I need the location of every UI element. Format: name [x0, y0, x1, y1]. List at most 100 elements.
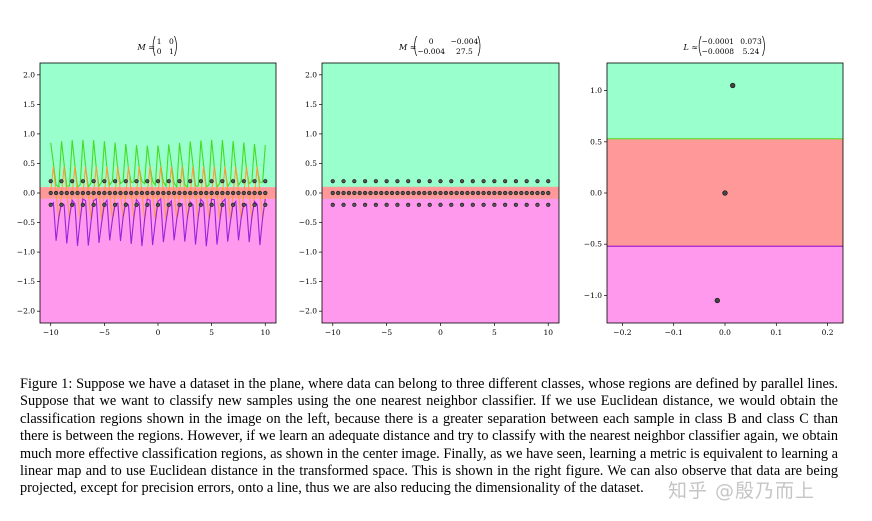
data-point — [459, 190, 465, 196]
data-point — [730, 82, 736, 89]
data-point — [503, 179, 508, 184]
data-point — [508, 190, 513, 196]
panel-title: L ≈−0.0001 0.073 −0.0008 5.24 — [683, 35, 765, 57]
data-point — [188, 179, 193, 184]
data-point — [59, 202, 64, 207]
data-point — [177, 202, 182, 207]
x-tick-label: −0.2 — [613, 328, 631, 337]
data-point — [524, 202, 529, 207]
data-point — [492, 202, 497, 207]
data-point — [102, 202, 107, 207]
matrix-entry: 0 — [429, 37, 434, 46]
data-point — [384, 190, 389, 196]
data-point — [459, 202, 465, 207]
data-point — [438, 190, 443, 196]
data-point — [123, 202, 128, 207]
y-tick-label: 0.5 — [305, 159, 317, 168]
data-point — [139, 190, 145, 196]
data-point — [48, 202, 53, 207]
data-point — [198, 190, 204, 196]
data-point — [384, 179, 389, 184]
data-point — [357, 190, 362, 196]
panel-title: M ≈0 −0.004−0.004 27.5 — [398, 35, 481, 57]
data-point — [241, 179, 246, 184]
data-point — [422, 190, 427, 196]
x-tick-label: 5 — [492, 328, 497, 337]
data-point — [177, 190, 182, 196]
data-point — [438, 179, 443, 184]
data-point — [188, 190, 193, 196]
matrix-entry: −0.0008 — [702, 47, 735, 56]
y-tick-label: −1.0 — [299, 248, 317, 257]
title-prefix: M ≈ — [398, 43, 416, 52]
data-point — [546, 179, 551, 184]
data-point — [449, 202, 454, 207]
x-tick-label: 0 — [438, 328, 443, 337]
matrix-bracket-left — [698, 35, 702, 57]
data-point — [252, 179, 257, 184]
region-class-a — [40, 63, 276, 188]
region-class-a — [607, 63, 843, 139]
matrix-entry: 27.5 — [456, 47, 473, 56]
data-point — [352, 202, 357, 207]
matrix-entry: 0 — [169, 37, 174, 46]
data-point — [486, 190, 492, 196]
data-point — [247, 190, 252, 196]
data-point — [209, 190, 214, 196]
data-point — [134, 179, 139, 184]
matrix-bracket-left — [414, 35, 417, 57]
data-point — [346, 190, 352, 196]
data-point — [481, 179, 486, 184]
data-point — [540, 190, 545, 196]
data-point — [427, 190, 432, 196]
data-point — [252, 190, 257, 196]
data-point — [145, 179, 150, 184]
y-tick-label: 0.5 — [590, 137, 602, 146]
data-point — [107, 190, 112, 196]
y-tick-label: −0.5 — [299, 218, 317, 227]
data-point — [102, 179, 107, 184]
data-point — [400, 190, 405, 196]
data-point — [481, 202, 486, 207]
data-point — [535, 202, 540, 207]
data-point — [379, 190, 384, 196]
x-tick-label: 0.0 — [719, 328, 731, 337]
x-tick-label: 5 — [209, 328, 214, 337]
data-point — [368, 190, 373, 196]
x-tick-label: −10 — [43, 328, 59, 337]
data-point — [352, 190, 357, 196]
matrix-entry: 0.073 — [740, 37, 762, 46]
matrix-bracket-right — [174, 35, 177, 57]
data-point — [714, 297, 720, 304]
data-point — [513, 202, 519, 207]
data-point — [330, 179, 335, 184]
data-point — [220, 179, 225, 184]
data-point — [80, 190, 86, 196]
y-tick-label: −2.0 — [17, 307, 35, 316]
data-point — [330, 202, 335, 207]
data-point — [546, 202, 551, 207]
data-point — [112, 202, 118, 207]
data-point — [155, 202, 161, 207]
data-point — [129, 190, 134, 196]
data-point — [524, 179, 529, 184]
data-point — [70, 190, 75, 196]
x-tick-label: 0 — [156, 328, 161, 337]
data-point — [263, 179, 268, 184]
data-point — [198, 202, 204, 207]
data-point — [220, 202, 225, 207]
data-point — [341, 179, 346, 184]
data-point — [48, 179, 53, 184]
data-point — [236, 190, 241, 196]
data-point — [524, 190, 529, 196]
data-point — [519, 190, 524, 196]
y-tick-label: 0.0 — [23, 189, 35, 198]
data-point — [416, 190, 422, 196]
x-tick-label: 10 — [260, 328, 270, 337]
chart-panel-2: −10 −5 0 5 10 2.0 1.5 1.0 0.5 0.0 −0.5 −1.0 −1.5 −2.0… — [299, 35, 560, 337]
x-tick-label: −5 — [381, 328, 392, 337]
data-point — [459, 179, 465, 184]
boundary-lower-jagged — [50, 197, 266, 247]
panel-title: M =1 00 1 — [137, 35, 177, 57]
matrix-entry: −0.0001 — [702, 37, 735, 46]
